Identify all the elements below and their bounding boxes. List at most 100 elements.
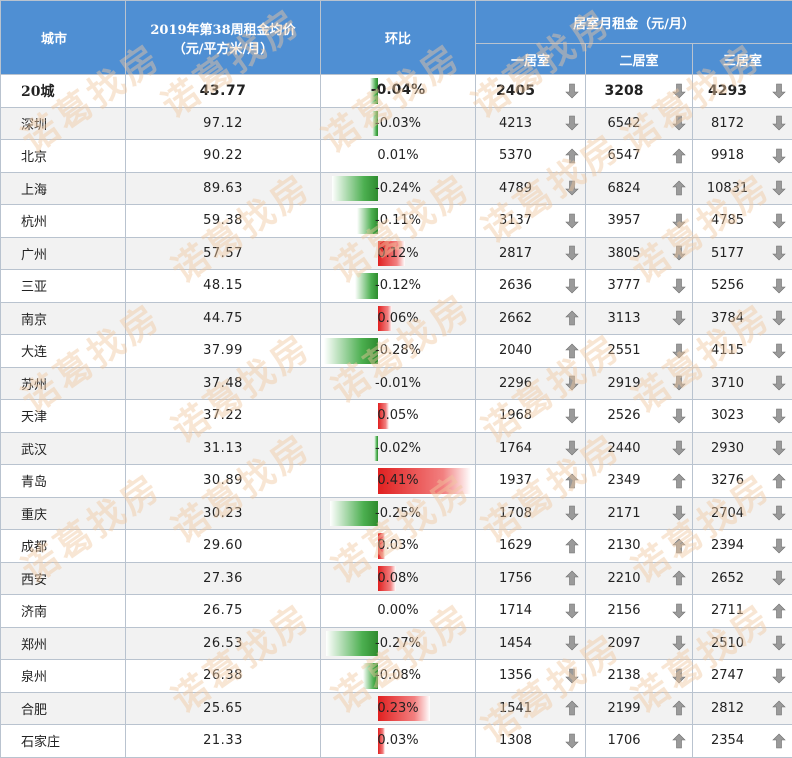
up-arrow-icon: [672, 473, 686, 489]
room1-rent-value: 1714: [499, 603, 532, 618]
city-cell: 成都: [1, 530, 126, 563]
avg-price-cell: 89.63: [126, 172, 321, 205]
room3-rent-cell: 4115: [693, 335, 792, 368]
room3-rent-value: 2711: [711, 603, 744, 618]
change-value: 0.01%: [321, 140, 475, 172]
down-arrow-icon: [565, 245, 579, 261]
room2-rent-cell: 2440: [586, 432, 693, 465]
down-arrow-icon: [772, 310, 786, 326]
change-cell: 0.05%: [321, 400, 476, 433]
room2-rent-value: 3777: [607, 278, 640, 293]
room2-rent-cell: 3805: [586, 237, 693, 270]
change-cell: 0.41%: [321, 465, 476, 498]
change-value: 0.23%: [321, 693, 475, 725]
down-arrow-icon: [565, 635, 579, 651]
city-cell: 大连: [1, 335, 126, 368]
avg-price-cell: 30.89: [126, 465, 321, 498]
room1-rent-cell: 1714: [476, 595, 586, 628]
header-room2: 二居室: [586, 44, 693, 75]
up-arrow-icon: [672, 700, 686, 716]
down-arrow-icon: [772, 408, 786, 424]
room2-rent-value: 2919: [607, 376, 640, 391]
room2-rent-value: 2130: [607, 538, 640, 553]
room1-rent-value: 2636: [499, 278, 532, 293]
city-cell: 广州: [1, 237, 126, 270]
room3-rent-cell: 2652: [693, 562, 792, 595]
up-arrow-icon: [672, 733, 686, 749]
avg-price-cell: 43.77: [126, 75, 321, 108]
room1-rent-cell: 5370: [476, 140, 586, 173]
change-cell: -0.28%: [321, 335, 476, 368]
room2-rent-value: 3805: [607, 246, 640, 261]
room1-rent-cell: 4213: [476, 107, 586, 140]
down-arrow-icon: [672, 343, 686, 359]
header-avg-line2: （元/平方米/月）: [126, 38, 320, 57]
room2-rent-cell: 3113: [586, 302, 693, 335]
room3-rent-cell: 8172: [693, 107, 792, 140]
up-arrow-icon: [672, 180, 686, 196]
room3-rent-value: 3023: [711, 408, 744, 423]
room2-rent-cell: 2097: [586, 627, 693, 660]
room1-rent-cell: 1454: [476, 627, 586, 660]
room1-rent-cell: 4789: [476, 172, 586, 205]
room2-rent-value: 2138: [607, 668, 640, 683]
down-arrow-icon: [772, 668, 786, 684]
room3-rent-cell: 2747: [693, 660, 792, 693]
change-cell: -0.03%: [321, 107, 476, 140]
room1-rent-value: 1708: [499, 506, 532, 521]
room3-rent-cell: 2930: [693, 432, 792, 465]
room1-rent-value: 5370: [499, 148, 532, 163]
room3-rent-value: 4293: [708, 83, 747, 99]
up-arrow-icon: [772, 700, 786, 716]
down-arrow-icon: [772, 440, 786, 456]
room2-rent-cell: 2919: [586, 367, 693, 400]
change-cell: -0.27%: [321, 627, 476, 660]
city-cell: 深圳: [1, 107, 126, 140]
room2-rent-cell: 3208: [586, 75, 693, 108]
room3-rent-cell: 3710: [693, 367, 792, 400]
change-value: -0.08%: [321, 660, 475, 692]
change-value: 0.03%: [321, 530, 475, 562]
change-cell: 0.03%: [321, 530, 476, 563]
change-value: -0.12%: [321, 270, 475, 302]
change-cell: 0.06%: [321, 302, 476, 335]
room3-rent-value: 5177: [711, 246, 744, 261]
room1-rent-cell: 1356: [476, 660, 586, 693]
up-arrow-icon: [565, 473, 579, 489]
room1-rent-value: 1454: [499, 636, 532, 651]
down-arrow-icon: [565, 733, 579, 749]
city-cell: 青岛: [1, 465, 126, 498]
change-value: -0.24%: [321, 173, 475, 205]
city-cell: 20城: [1, 75, 126, 108]
down-arrow-icon: [672, 505, 686, 521]
room3-rent-value: 2354: [711, 733, 744, 748]
city-cell: 天津: [1, 400, 126, 433]
down-arrow-icon: [772, 570, 786, 586]
room2-rent-value: 6547: [607, 148, 640, 163]
room2-rent-cell: 2171: [586, 497, 693, 530]
room3-rent-cell: 2812: [693, 692, 792, 725]
down-arrow-icon: [565, 603, 579, 619]
room1-rent-value: 1629: [499, 538, 532, 553]
room3-rent-cell: 2394: [693, 530, 792, 563]
header-room1: 一居室: [476, 44, 586, 75]
down-arrow-icon: [672, 310, 686, 326]
room1-rent-value: 2040: [499, 343, 532, 358]
change-value: 0.41%: [321, 465, 475, 497]
room2-rent-value: 2526: [607, 408, 640, 423]
change-value: 0.03%: [321, 725, 475, 757]
room3-rent-cell: 2354: [693, 725, 792, 758]
down-arrow-icon: [672, 375, 686, 391]
room3-rent-value: 2394: [711, 538, 744, 553]
avg-price-cell: 31.13: [126, 432, 321, 465]
avg-price-cell: 29.60: [126, 530, 321, 563]
header-room3: 三居室: [693, 44, 792, 75]
change-cell: 0.00%: [321, 595, 476, 628]
room2-rent-value: 3208: [605, 83, 644, 99]
change-value: -0.11%: [321, 205, 475, 237]
room1-rent-cell: 2662: [476, 302, 586, 335]
